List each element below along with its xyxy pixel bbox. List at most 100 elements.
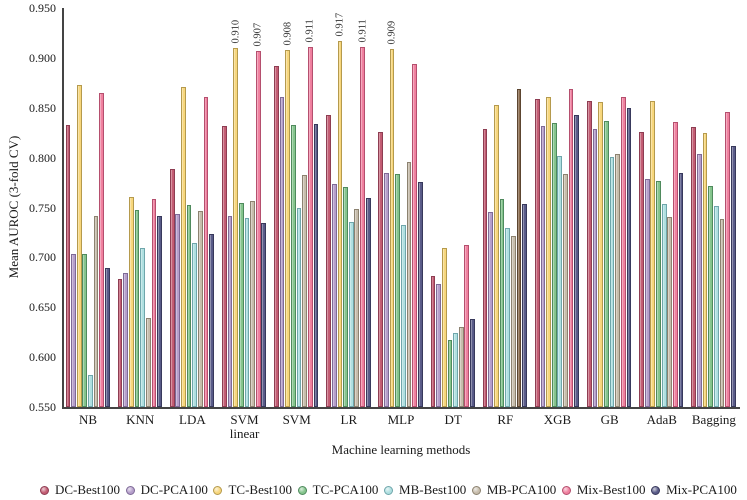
bar-Mix-Best100-MLP [412,63,418,407]
bar-DC-PCA100-MLP [384,172,389,407]
legend-label: MB-PCA100 [486,482,557,497]
bar-Mix-PCA100-SVM-linear [261,223,267,407]
bar-Mix-Best100-LR [360,46,365,407]
bar-DC-PCA100-Bagging [696,153,702,407]
bar-TC-PCA100-KNN [134,210,140,407]
x-axis-title: Machine learning methods [331,442,471,457]
legend-label: DC-PCA100 [140,482,208,497]
bar-value-label: 0.909 [386,21,398,45]
legend-marker-circle [384,485,394,495]
bar-Mix-Best100-AdaB [673,121,678,407]
bar-Mix-Best100-NB [99,92,105,407]
legend-label: DC-Best100 [55,482,120,497]
bar-MB-Best100-AdaB [661,203,667,407]
bar-Mix-Best100-SVM-linear [255,50,261,407]
x-category-label: LDA [179,412,206,427]
bar-Mix-Best100-LDA [203,96,209,407]
bar-TC-Best100-LDA [181,86,186,407]
bar-MB-PCA100-MLP [406,161,412,407]
legend: DC-Best100 DC-PCA100 TC-Best100 TC-PCA100 MB… [40,482,737,498]
bar-DC-Best100-NB [65,124,71,407]
bar-MB-Best100-SVM [296,208,302,407]
bar-Mix-PCA100-XGB [574,114,580,407]
x-category-label: DT [444,412,462,427]
bar-TC-PCA100-MLP [395,173,401,407]
x-category-label: NB [79,412,98,427]
bar-value-label: 0.907 [252,23,264,47]
bar-TC-Best100-AdaB [650,100,656,407]
bar-DC-PCA100-SVM-linear [227,216,233,407]
x-category-label: SVM [282,412,311,427]
bar-Mix-PCA100-DT [470,319,475,407]
bar-DC-PCA100-RF [488,212,494,407]
y-tick-label: 0.900 [29,50,56,65]
legend-item-TC-PCA100: TC-PCA100 [297,482,378,498]
y-tick-label: 0.750 [29,200,56,215]
bar-TC-PCA100-XGB [551,122,557,407]
x-axis-line [62,407,740,409]
bar-MB-Best100-SVM-linear [244,218,250,407]
x-category-label: XGB [543,412,572,427]
legend-item-MB-Best100: MB-Best100 [384,482,466,498]
bar-Mix-PCA100-Bagging [730,145,736,407]
bar-DC-PCA100-KNN [123,273,129,407]
bar-DC-Best100-LDA [169,168,175,407]
y-tick-label: 0.950 [29,1,56,15]
bar-TC-Best100-LR [337,40,343,407]
bar-MB-Best100-GB [609,156,615,407]
bar-MB-PCA100-LR [354,209,360,407]
bar-MB-PCA100-LDA [198,211,203,407]
bar-MB-PCA100-RF [510,236,516,407]
bar-value-label: 0.910 [230,20,242,44]
bar-TC-Best100-SVM-linear [233,47,238,407]
legend-marker-circle [561,485,571,495]
bar-MB-PCA100-DT [458,327,464,407]
legend-item-DC-PCA100: DC-PCA100 [125,482,208,498]
bar-TC-PCA100-DT [447,340,453,407]
bar-DC-Best100-XGB [534,98,540,407]
legend-marker-circle [297,485,307,495]
bar-DC-PCA100-DT [436,284,441,407]
bar-DC-PCA100-AdaB [644,178,650,407]
bar-Mix-Best100-DT [464,245,470,407]
x-category-label: AdaB [646,412,677,427]
legend-item-DC-Best100: DC-Best100 [40,482,120,498]
bar-MB-Best100-DT [453,333,458,407]
bar-MB-PCA100-AdaB [667,217,673,407]
bar-MB-PCA100-GB [615,153,620,407]
bar-DC-Best100-RF [482,128,488,407]
bar-MB-Best100-RF [505,228,511,407]
bar-Mix-Best100-SVM [307,46,313,407]
bar-Mix-PCA100-LDA [209,234,215,407]
bar-MB-PCA100-XGB [563,173,568,407]
bar-DC-Best100-GB [587,100,592,407]
legend-item-TC-Best100: TC-Best100 [213,482,292,498]
legend-marker-circle [651,485,661,495]
bar-TC-Best100-KNN [128,196,134,407]
bar-value-label: 0.911 [357,19,368,43]
bar-Mix-PCA100-NB [105,268,110,407]
bar-DC-PCA100-NB [71,254,76,407]
legend-item-Mix-Best100: Mix-Best100 [561,482,645,498]
bar-DC-Best100-MLP [378,131,384,407]
bar-TC-PCA100-LDA [186,204,192,407]
bar-value-label: 0.908 [282,22,294,46]
bar-Mix-PCA100-KNN [157,216,162,407]
bar-DC-Best100-SVM [274,65,279,407]
bar-Mix-PCA100-SVM [313,123,319,407]
bar-DC-Best100-Bagging [691,126,697,407]
bar-MB-Best100-XGB [557,155,563,407]
bar-DC-PCA100-SVM [279,96,285,407]
bar-MB-Best100-MLP [401,225,406,407]
bar-MB-Best100-KNN [140,248,145,407]
bar-DC-Best100-AdaB [639,131,644,407]
bar-TC-Best100-DT [441,248,447,407]
bar-value-label: 0.917 [334,13,346,37]
y-tick-label: 0.850 [29,100,56,115]
x-category-label: GB [600,412,619,427]
bar-Mix-Best100-Bagging [725,111,730,407]
legend-label: MB-Best100 [399,482,467,497]
y-tick-label: 0.650 [29,300,56,315]
bar-TC-Best100-SVM [285,49,291,407]
